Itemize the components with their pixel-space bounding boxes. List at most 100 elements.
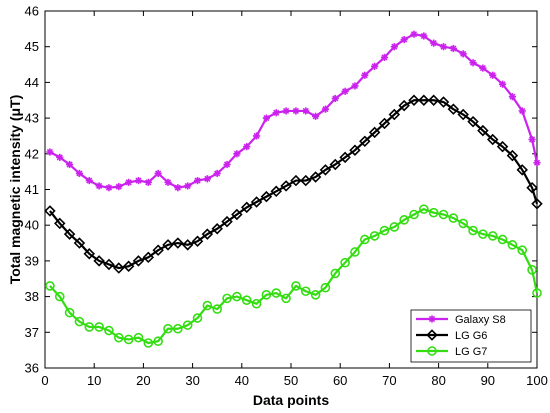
data-point-lg-g7 [448, 213, 459, 223]
data-point-lg-g7 [438, 209, 449, 220]
x-tick-label: 20 [136, 373, 150, 388]
data-point-galaxy-s8 [154, 169, 162, 178]
data-point-lg-g6 [44, 205, 56, 217]
legend: Galaxy S8 LG G6 LG G7 [410, 309, 532, 363]
data-point-lg-g6 [152, 244, 164, 256]
series-galaxy-s8 [46, 30, 541, 192]
data-point-lg-g6 [280, 180, 292, 192]
x-tick-label: 40 [235, 373, 249, 388]
data-point-lg-g6 [240, 201, 253, 214]
data-point-galaxy-s8 [164, 178, 172, 186]
data-point-lg-g7 [212, 304, 222, 314]
y-tick-label: 39 [25, 253, 39, 268]
legend-label: LG G7 [455, 346, 487, 358]
x-tick-label: 50 [284, 373, 298, 388]
data-point-lg-g7 [399, 215, 409, 225]
data-point-lg-g6 [103, 258, 115, 271]
x-tick-label: 100 [526, 373, 548, 388]
data-point-galaxy-s8 [105, 184, 113, 192]
data-point-lg-g6 [201, 228, 214, 240]
data-point-lg-g7 [64, 307, 75, 318]
data-point-galaxy-s8 [125, 178, 133, 186]
data-point-lg-g7 [94, 322, 104, 332]
data-point-galaxy-s8 [439, 43, 448, 51]
data-point-lg-g6 [83, 248, 96, 260]
plot-area [44, 10, 538, 369]
data-point-galaxy-s8 [85, 176, 93, 185]
data-point-galaxy-s8 [292, 107, 300, 115]
x-axis-title: Data points [253, 392, 329, 408]
data-point-lg-g6 [457, 108, 469, 121]
x-tick-label: 0 [41, 373, 48, 388]
data-point-lg-g7 [487, 231, 498, 241]
data-point-lg-g6 [260, 190, 273, 203]
y-tick-label: 46 [25, 4, 39, 19]
data-point-lg-g7 [192, 313, 203, 323]
data-point-galaxy-s8 [351, 82, 359, 90]
data-point-lg-g6 [300, 174, 312, 187]
data-point-galaxy-s8 [56, 153, 64, 161]
data-point-lg-g7 [291, 281, 301, 291]
data-point-lg-g7 [74, 316, 85, 327]
data-point-lg-g7 [104, 325, 114, 336]
data-point-lg-g7 [350, 247, 360, 257]
data-point-lg-g7 [251, 298, 262, 309]
data-point-lg-g6 [54, 217, 66, 230]
data-point-galaxy-s8 [144, 178, 152, 186]
data-point-lg-g7 [45, 281, 55, 291]
data-point-lg-g6 [142, 251, 155, 264]
data-point-galaxy-s8 [459, 50, 467, 58]
data-point-lg-g7 [84, 322, 95, 332]
data-point-lg-g7 [123, 334, 134, 345]
data-point-lg-g6 [349, 144, 361, 156]
data-point-lg-g6 [162, 239, 174, 251]
data-point-lg-g6 [231, 208, 243, 221]
data-point-lg-g6 [526, 181, 538, 194]
data-point-lg-g7 [241, 295, 252, 305]
x-axis: 0 10 20 30 40 50 60 70 80 90 100 [41, 11, 548, 388]
data-point-lg-g7 [428, 207, 439, 218]
data-point-galaxy-s8 [479, 64, 487, 72]
data-point-galaxy-s8 [75, 169, 84, 178]
data-point-lg-g6 [378, 117, 391, 130]
legend-item-lg-g7: LG G7 [416, 346, 487, 358]
x-tick-label: 70 [382, 373, 396, 388]
data-point-lg-g7 [340, 257, 350, 268]
data-point-galaxy-s8 [66, 160, 74, 169]
x-tick-label: 90 [481, 373, 495, 388]
data-point-galaxy-s8 [46, 148, 54, 156]
data-point-lg-g6 [191, 235, 204, 247]
data-point-lg-g7 [114, 332, 124, 343]
data-point-lg-g6 [172, 237, 184, 249]
data-point-galaxy-s8 [430, 39, 438, 47]
data-point-lg-g7 [532, 288, 542, 298]
y-tick-label: 44 [25, 75, 39, 90]
data-point-galaxy-s8 [193, 176, 202, 185]
data-point-lg-g6 [516, 164, 528, 176]
data-point-galaxy-s8 [508, 93, 516, 101]
data-point-lg-g7 [202, 300, 213, 311]
data-point-galaxy-s8 [528, 135, 536, 144]
x-tick-label: 60 [333, 373, 347, 388]
data-point-lg-g6 [506, 149, 519, 162]
data-point-galaxy-s8 [213, 169, 221, 178]
x-tick-label: 80 [431, 373, 445, 388]
data-point-galaxy-s8 [282, 107, 290, 115]
data-point-lg-g6 [221, 215, 233, 228]
data-point-lg-g6 [63, 228, 76, 240]
y-axis: 36 37 38 39 40 41 42 43 44 45 46 [25, 4, 537, 376]
data-point-lg-g7 [153, 336, 163, 347]
data-point-galaxy-s8 [184, 182, 192, 190]
legend-marker [427, 346, 437, 356]
data-point-lg-g7 [54, 291, 65, 302]
data-point-galaxy-s8 [203, 175, 211, 183]
data-point-lg-g7 [369, 231, 380, 241]
data-point-lg-g7 [182, 320, 193, 330]
y-tick-label: 42 [25, 146, 39, 161]
x-tick-label: 30 [185, 373, 199, 388]
data-point-lg-g6 [437, 96, 450, 108]
data-point-lg-g7 [300, 286, 311, 297]
data-point-lg-g6 [211, 223, 223, 235]
data-point-lg-g7 [320, 282, 331, 293]
data-point-lg-g7 [261, 290, 272, 300]
